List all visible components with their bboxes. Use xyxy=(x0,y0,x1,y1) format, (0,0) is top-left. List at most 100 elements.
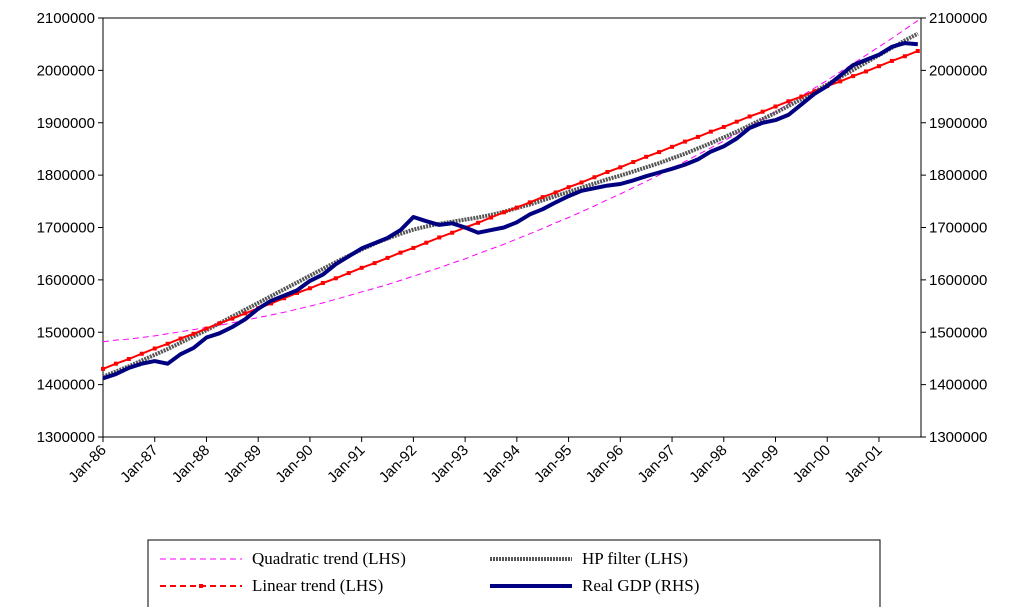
series-marker xyxy=(385,255,390,260)
y-tick-label: 1600000 xyxy=(37,272,95,289)
series-marker xyxy=(282,296,287,301)
series-marker xyxy=(411,245,416,250)
series-marker xyxy=(243,311,248,316)
series-marker xyxy=(592,175,597,180)
y2-tick-label: 1600000 xyxy=(929,272,987,289)
series-marker xyxy=(398,250,403,255)
series-marker xyxy=(915,48,920,53)
series-marker xyxy=(294,290,299,295)
series-marker xyxy=(902,54,907,59)
x-tick-label: Jan-97 xyxy=(634,442,678,486)
series-marker xyxy=(217,321,222,326)
series-line xyxy=(102,31,919,379)
series-marker xyxy=(760,109,765,114)
series-marker xyxy=(773,104,778,109)
legend-marker xyxy=(199,584,203,588)
series-marker xyxy=(101,366,105,371)
x-tick-label: Jan-92 xyxy=(376,442,420,486)
x-tick-label: Jan-88 xyxy=(169,442,213,486)
series-marker xyxy=(269,301,274,306)
x-tick-label: Jan-01 xyxy=(841,442,885,486)
legend-box xyxy=(147,539,881,607)
series-marker xyxy=(838,79,843,84)
series-marker xyxy=(605,169,610,174)
y-tick-label: 1900000 xyxy=(37,115,95,132)
series-marker xyxy=(230,316,235,321)
series-marker xyxy=(307,286,312,291)
series-marker xyxy=(178,336,183,341)
series-marker xyxy=(657,150,662,155)
series-marker xyxy=(333,276,338,281)
series-marker xyxy=(165,341,170,346)
x-tick-label: Jan-90 xyxy=(272,442,316,486)
y2-tick-label: 1300000 xyxy=(929,429,987,446)
series-marker xyxy=(851,74,856,79)
x-tick-label: Jan-99 xyxy=(738,442,782,486)
legend-label: Quadratic trend (LHS) xyxy=(252,549,406,568)
y-tick-label: 1300000 xyxy=(37,429,95,446)
x-tick-label: Jan-00 xyxy=(790,442,834,486)
series-marker xyxy=(566,185,571,190)
series-line xyxy=(102,50,919,370)
y-tick-label: 1800000 xyxy=(37,167,95,184)
plot-frame xyxy=(102,17,922,438)
series-marker xyxy=(631,160,636,165)
series-marker xyxy=(424,240,429,245)
series-marker xyxy=(889,58,894,63)
series-marker xyxy=(864,69,869,74)
x-tick-label: Jan-91 xyxy=(324,442,368,486)
y2-tick-label: 1700000 xyxy=(929,220,987,237)
series-marker xyxy=(501,210,506,215)
series-marker xyxy=(708,129,713,134)
series-marker xyxy=(540,195,545,200)
series-marker xyxy=(721,124,726,129)
y-tick-label: 1400000 xyxy=(37,377,95,394)
x-tick-label: Jan-87 xyxy=(117,442,161,486)
series-marker xyxy=(695,134,700,139)
x-tick-label: Jan-95 xyxy=(531,442,575,486)
y2-tick-label: 1800000 xyxy=(929,167,987,184)
series-marker xyxy=(476,220,481,225)
legend-label: Linear trend (LHS) xyxy=(252,576,383,595)
series-marker xyxy=(786,99,791,104)
series-marker xyxy=(553,190,558,195)
series-marker xyxy=(113,361,118,366)
series-marker xyxy=(799,94,804,99)
y2-tick-label: 1400000 xyxy=(929,377,987,394)
series-line xyxy=(102,41,918,381)
series-marker xyxy=(527,200,532,205)
legend-label: Real GDP (RHS) xyxy=(582,576,699,595)
y2-tick-label: 1900000 xyxy=(929,115,987,132)
series-marker xyxy=(579,180,584,185)
y2-tick-label: 2100000 xyxy=(929,10,987,27)
series-marker xyxy=(876,64,881,69)
series-marker xyxy=(644,154,649,159)
series-marker xyxy=(152,346,157,351)
series-marker xyxy=(682,139,687,144)
series-marker xyxy=(359,265,364,270)
series-marker xyxy=(139,351,144,356)
series-marker xyxy=(747,114,752,119)
series-marker xyxy=(126,356,131,361)
y-tick-label: 1500000 xyxy=(37,324,95,341)
series-marker xyxy=(372,261,377,266)
y-tick-label: 1700000 xyxy=(37,220,95,237)
series-marker xyxy=(191,331,196,336)
series-marker xyxy=(204,326,209,331)
series-marker xyxy=(320,281,325,286)
y2-tick-label: 1500000 xyxy=(929,324,987,341)
series-marker xyxy=(514,205,519,210)
x-tick-label: Jan-86 xyxy=(65,442,109,486)
x-tick-label: Jan-89 xyxy=(221,442,265,486)
legend-label: HP filter (LHS) xyxy=(582,549,688,568)
series-marker xyxy=(346,271,351,276)
y-tick-label: 2100000 xyxy=(37,10,95,27)
series-marker xyxy=(734,119,739,124)
series-marker xyxy=(670,144,675,149)
x-tick-label: Jan-98 xyxy=(686,442,730,486)
series-marker xyxy=(618,165,623,170)
y2-tick-label: 2000000 xyxy=(929,62,987,79)
series-line xyxy=(102,20,919,343)
series-marker xyxy=(812,89,817,94)
